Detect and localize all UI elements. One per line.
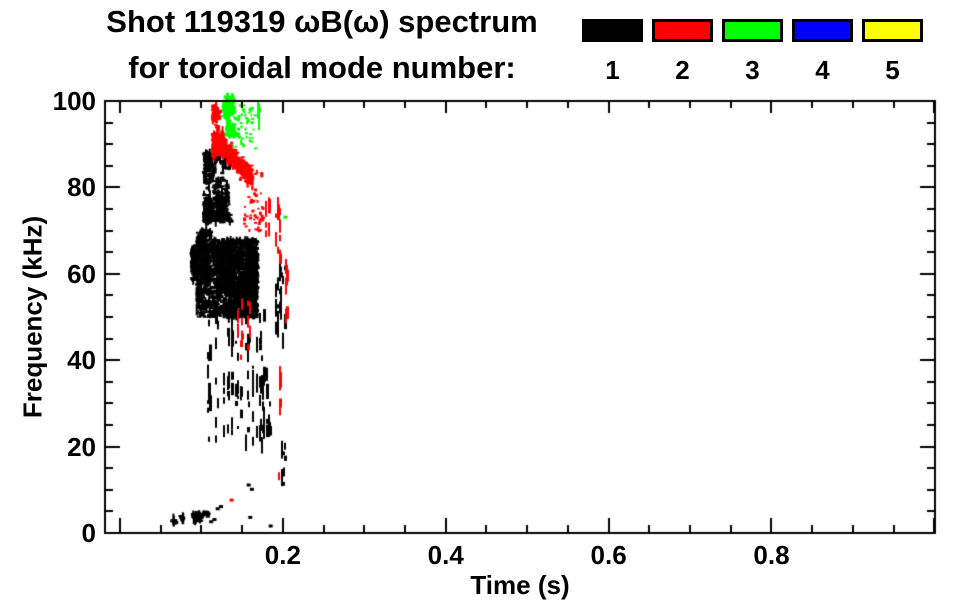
legend-label-3: 3 — [745, 55, 760, 85]
legend-swatch-2 — [652, 19, 713, 42]
legend-swatch-3 — [722, 19, 783, 42]
x-axis-title: Time (s) — [470, 570, 570, 600]
y-tick-label-100: 100 — [52, 86, 96, 116]
x-tick-label-0.2: 0.2 — [264, 540, 301, 570]
legend-swatch-1 — [582, 19, 643, 42]
y-tick-label-80: 80 — [67, 172, 96, 203]
y-tick-label-40: 40 — [67, 345, 96, 376]
legend-swatch-4 — [792, 19, 853, 42]
legend-label-4: 4 — [815, 55, 830, 85]
legend-label-1: 1 — [605, 55, 620, 85]
legend-label-2: 2 — [675, 55, 690, 85]
x-tick-label-0.6: 0.6 — [590, 540, 627, 570]
y-axis-title: Frequency (kHz) — [17, 215, 48, 419]
legend-label-5: 5 — [885, 55, 900, 85]
legend-swatch-5 — [862, 19, 923, 42]
x-tick-label-0.4: 0.4 — [427, 540, 464, 570]
y-tick-label-0: 0 — [81, 518, 96, 548]
x-tick-label-0.8: 0.8 — [753, 540, 790, 570]
y-tick-label-20: 20 — [67, 431, 96, 462]
y-tick-label-60: 60 — [67, 258, 96, 289]
